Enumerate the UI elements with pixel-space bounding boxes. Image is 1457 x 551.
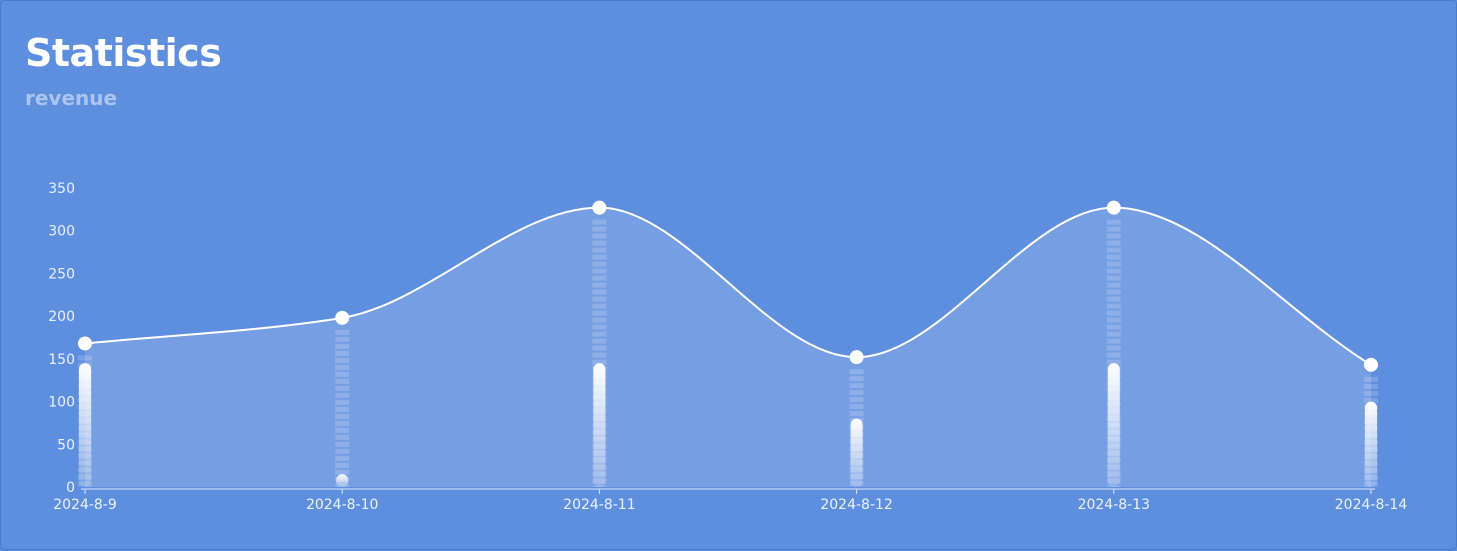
bar xyxy=(593,363,606,487)
bar xyxy=(336,474,349,487)
data-point xyxy=(1364,357,1378,372)
y-tick-label: 300 xyxy=(48,224,75,240)
bars-layer xyxy=(78,219,1378,487)
x-tick-label: 2024-8-9 xyxy=(53,497,117,513)
y-tick-label: 50 xyxy=(57,437,75,453)
area-fill xyxy=(85,207,1371,488)
y-tick-label: 350 xyxy=(48,181,75,197)
x-tick-label: 2024-8-14 xyxy=(1335,497,1408,513)
data-point xyxy=(1106,200,1121,215)
data-point xyxy=(78,336,92,351)
y-tick-label: 250 xyxy=(48,266,75,282)
y-tick-label: 200 xyxy=(48,309,75,325)
bar xyxy=(79,363,91,487)
line-layer xyxy=(84,206,1372,366)
y-tick-label: 100 xyxy=(48,395,75,411)
card-title: Statistics xyxy=(25,31,222,75)
x-tick-label: 2024-8-13 xyxy=(1078,497,1150,513)
data-point xyxy=(335,310,350,325)
x-tick-label: 2024-8-12 xyxy=(820,497,892,513)
points-layer xyxy=(78,200,1378,372)
data-point xyxy=(849,350,864,365)
bar xyxy=(1107,363,1120,487)
x-tick-label: 2024-8-11 xyxy=(563,497,635,513)
data-point xyxy=(592,200,607,215)
x-tick-label: 2024-8-10 xyxy=(306,497,378,513)
area-layer xyxy=(85,207,1371,488)
series-line xyxy=(84,206,1372,366)
y-tick-label: 150 xyxy=(48,352,75,368)
card-subtitle: revenue xyxy=(25,86,118,110)
bar xyxy=(850,418,863,487)
y-tick-label: 0 xyxy=(66,480,75,496)
bar xyxy=(1365,401,1377,487)
axis-layer: 0 50 100 150 200 250 300 350 2024-8-9 2024-8-10 20… xyxy=(48,181,1407,513)
